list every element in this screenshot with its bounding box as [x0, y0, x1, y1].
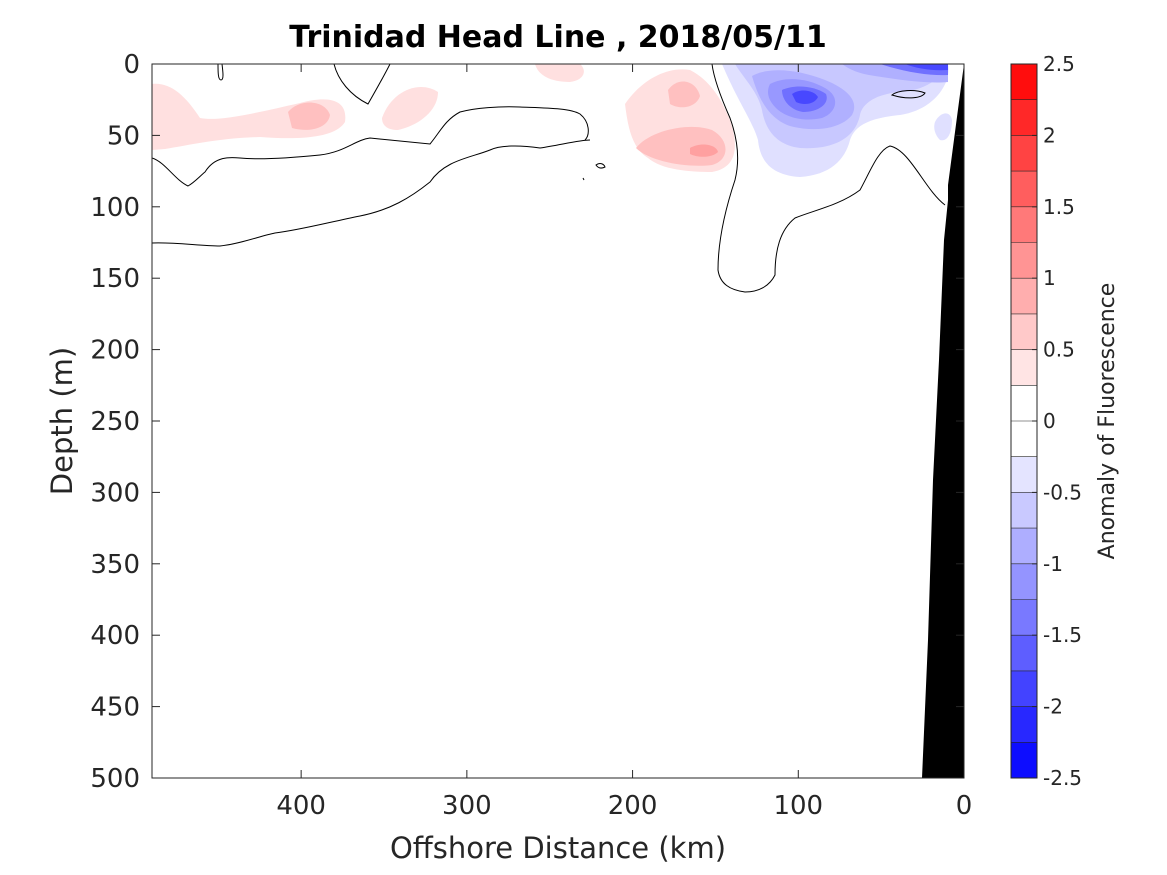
zero-contour-line — [890, 90, 926, 99]
positive-anomaly-patch — [535, 64, 584, 82]
colorbar-segment — [1011, 64, 1037, 101]
bathymetry-land-mask — [922, 64, 964, 778]
colorbar-tick-label: 1 — [1043, 266, 1056, 290]
y-tick-label: 100 — [90, 193, 140, 223]
colorbar-segment — [1011, 242, 1037, 279]
colorbar-segment — [1011, 670, 1037, 708]
negative-anomaly-patch — [905, 64, 948, 71]
colorbar-segment — [1011, 742, 1037, 779]
positive-anomaly-patch — [382, 87, 438, 130]
zero-contour-line — [333, 64, 391, 105]
negative-anomaly-patch — [792, 90, 818, 105]
colorbar-segment — [1011, 599, 1037, 636]
x-tick-label: 200 — [608, 791, 658, 821]
colorbar-tick-label: -1.5 — [1043, 623, 1082, 647]
colorbar-tick-label: 2 — [1043, 123, 1056, 147]
zero-contour-line — [595, 163, 606, 169]
zero-contour-line — [711, 64, 946, 293]
colorbar-segment — [1011, 135, 1037, 172]
anomaly-fields — [152, 64, 964, 778]
colorbar-label: Anomaly of Fluorescence — [1095, 283, 1120, 560]
colorbar-segment — [1011, 635, 1037, 672]
colorbar-tick-label: -2.5 — [1043, 766, 1082, 790]
y-tick-label: 300 — [90, 478, 140, 508]
colorbar-segment — [1011, 563, 1037, 600]
y-tick-label: 250 — [90, 407, 140, 437]
x-tick-label: 400 — [276, 791, 326, 821]
y-axis-label: Depth (m) — [45, 347, 79, 495]
colorbar-tick-label: -0.5 — [1043, 480, 1082, 504]
colorbar-tick-label: 1.5 — [1043, 195, 1075, 219]
x-tick-label: 0 — [956, 791, 973, 821]
positive-anomaly-patch — [288, 102, 330, 130]
plot-area — [152, 64, 964, 778]
colorbar-tick-label: -1 — [1043, 552, 1063, 576]
y-tick-label: 0 — [123, 50, 140, 80]
colorbar-tick-label: 2.5 — [1043, 52, 1075, 76]
negative-anomaly-patch — [934, 113, 952, 141]
colorbar-segment — [1011, 278, 1037, 315]
colorbar-segment — [1011, 313, 1037, 351]
x-tick-label: 100 — [773, 791, 823, 821]
colorbar-tick-label: 0 — [1043, 409, 1056, 433]
y-tick-label: 50 — [107, 121, 140, 151]
colorbar-segment — [1011, 385, 1037, 422]
colorbar: 2.5 2 1.5 1 0.5 0 -0.5 -1 -1.5 -2 -2.5 — [1010, 52, 1082, 790]
colorbar-segment — [1011, 99, 1037, 136]
colorbar-tick-label: 0.5 — [1043, 338, 1075, 362]
colorbar-tick-label: -2 — [1043, 695, 1063, 719]
x-tick-label: 300 — [442, 791, 492, 821]
chart-title: Trinidad Head Line , 2018/05/11 — [289, 20, 826, 55]
zero-contours — [152, 64, 946, 293]
y-axis: 0 50 100 150 200 250 300 350 400 450 500 — [90, 50, 964, 794]
y-tick-label: 150 — [90, 264, 140, 294]
y-tick-label: 400 — [90, 621, 140, 651]
zero-contour-line — [582, 177, 585, 181]
y-tick-label: 450 — [90, 693, 140, 723]
x-axis-label: Offshore Distance (km) — [390, 831, 726, 865]
colorbar-segment — [1011, 421, 1037, 458]
x-axis: 400 300 200 100 0 — [276, 64, 972, 821]
colorbar-segment — [1011, 492, 1037, 529]
positive-anomaly-patch — [152, 83, 346, 150]
colorbar-segment — [1011, 171, 1037, 208]
colorbar-segment — [1011, 456, 1037, 493]
colorbar-segment — [1011, 206, 1037, 243]
zero-contour-line — [217, 64, 224, 81]
y-tick-label: 500 — [90, 764, 140, 794]
colorbar-segment — [1011, 349, 1037, 386]
positive-anomaly-patch — [690, 144, 718, 157]
zero-contour-line — [152, 139, 591, 247]
colorbar-segment — [1011, 706, 1037, 743]
positive-anomaly-patch — [668, 81, 700, 108]
zero-contour-line — [152, 106, 589, 187]
colorbar-segment — [1011, 528, 1037, 565]
y-tick-label: 350 — [90, 550, 140, 580]
y-tick-label: 200 — [90, 336, 140, 366]
